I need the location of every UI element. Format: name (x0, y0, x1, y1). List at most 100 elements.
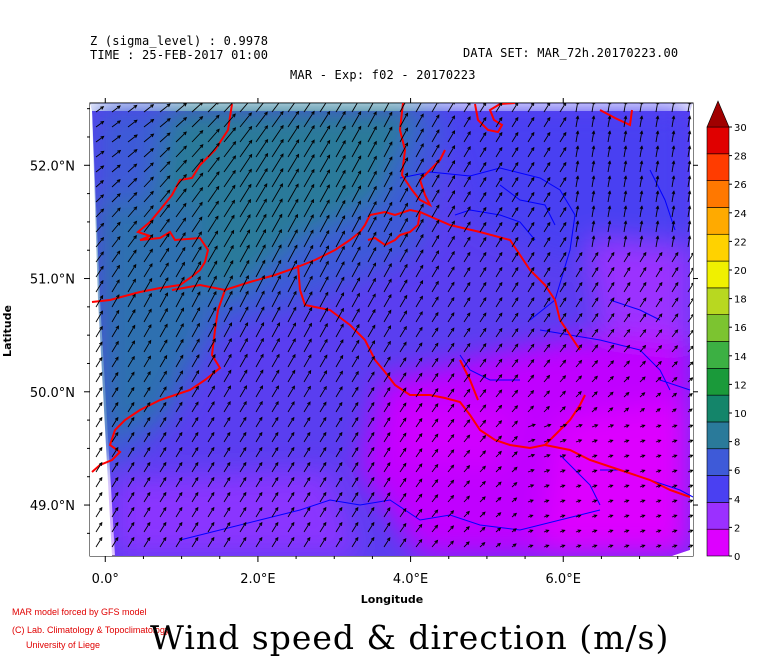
wind-arrow (591, 115, 596, 128)
wind-arrow (591, 175, 596, 188)
wind-arrow (367, 231, 377, 248)
wind-arrow (399, 112, 408, 128)
wind-arrow (479, 206, 487, 218)
wind-arrow (527, 312, 535, 323)
wind-arrow (527, 236, 535, 248)
wind-arrow (511, 420, 518, 428)
wind-arrow (143, 233, 154, 248)
wind-arrow (415, 508, 423, 518)
wind-arrow (607, 454, 614, 458)
wind-arrow (431, 372, 439, 383)
wind-arrow (639, 344, 647, 353)
wind-arrow (303, 244, 314, 263)
wind-arrow (143, 386, 151, 398)
colorbar-segment-15 (706, 126, 730, 155)
wind-arrow (239, 322, 249, 338)
wind-arrow (591, 439, 598, 443)
wind-arrow (479, 161, 487, 173)
wind-arrow (95, 120, 105, 128)
wind-arrow (479, 191, 487, 203)
wind-arrow (159, 203, 171, 218)
wind-arrow (479, 511, 486, 518)
wind-arrow (143, 401, 151, 413)
wind-arrow (351, 386, 359, 398)
wind-arrow (511, 528, 517, 533)
wind-arrow (655, 220, 660, 233)
wind-arrow (399, 402, 407, 413)
wind-arrow (175, 431, 183, 443)
wind-arrow (319, 401, 327, 413)
wind-arrow (575, 439, 583, 443)
wind-arrow (223, 155, 237, 173)
wind-arrow (463, 480, 471, 488)
colorbar-label-24: 24 (734, 209, 747, 220)
wind-arrow (511, 206, 519, 218)
wind-arrow (255, 536, 263, 548)
wind-arrow (447, 464, 455, 473)
wind-arrow (335, 370, 343, 383)
wind-arrow (399, 417, 407, 428)
wind-arrow (367, 200, 377, 218)
wind-arrow (479, 526, 486, 533)
wind-arrow (239, 198, 251, 218)
wind-arrow (543, 423, 552, 428)
wind-arrow (143, 205, 154, 218)
wind-arrow (111, 309, 120, 323)
wind-arrow (671, 313, 679, 323)
wind-arrow (335, 461, 343, 473)
wind-arrow (319, 214, 330, 233)
wind-arrow (271, 446, 279, 458)
wind-arrow (191, 369, 200, 383)
wind-arrow (575, 103, 580, 113)
wind-arrow (623, 266, 631, 278)
wind-arrow (255, 152, 269, 173)
wind-arrow (383, 309, 392, 323)
wind-arrow (447, 115, 456, 128)
wind-arrow (383, 186, 393, 203)
wind-arrow (223, 369, 232, 383)
wind-arrow (255, 111, 268, 128)
x-tick-label-2: 4.0°E (393, 572, 428, 587)
wind-arrow (575, 499, 582, 503)
wind-arrow (639, 160, 644, 173)
wind-arrow (191, 103, 203, 113)
wind-arrow (415, 249, 424, 263)
wind-arrow (511, 221, 519, 233)
wind-arrow (479, 450, 487, 458)
colorbar-label-30: 30 (734, 123, 747, 134)
colorbar-segment-0 (706, 528, 730, 557)
wind-arrow (431, 265, 439, 278)
wind-arrow (319, 521, 327, 533)
wind-arrow (623, 499, 630, 503)
wind-arrow (639, 469, 646, 473)
wind-arrow (543, 469, 551, 473)
wind-arrow (671, 544, 678, 548)
colorbar-segment-11 (706, 233, 730, 262)
wind-arrow (191, 491, 199, 503)
wind-arrow (639, 251, 647, 263)
wind-arrow (543, 529, 550, 533)
wind-arrow (575, 529, 582, 533)
wind-arrow (463, 266, 471, 278)
wind-arrow (271, 400, 279, 413)
wind-arrow (639, 281, 647, 293)
wind-arrow (447, 540, 454, 548)
wind-arrow (687, 514, 693, 518)
wind-arrow (239, 337, 248, 353)
wind-arrow (655, 514, 662, 518)
wind-arrow (255, 322, 265, 338)
wind-arrow (367, 293, 376, 308)
wind-arrow (415, 103, 422, 113)
wind-arrow (655, 266, 663, 278)
wind-arrow (319, 370, 328, 383)
wind-arrow (543, 343, 551, 353)
wind-arrow (111, 506, 119, 518)
wind-arrow (175, 536, 183, 548)
wind-arrow (655, 360, 662, 368)
wind-arrow (687, 424, 693, 428)
wind-arrow (399, 294, 408, 308)
wind-arrow (383, 446, 391, 458)
wind-arrow (175, 416, 183, 428)
colorbar-segment-12 (706, 207, 730, 235)
